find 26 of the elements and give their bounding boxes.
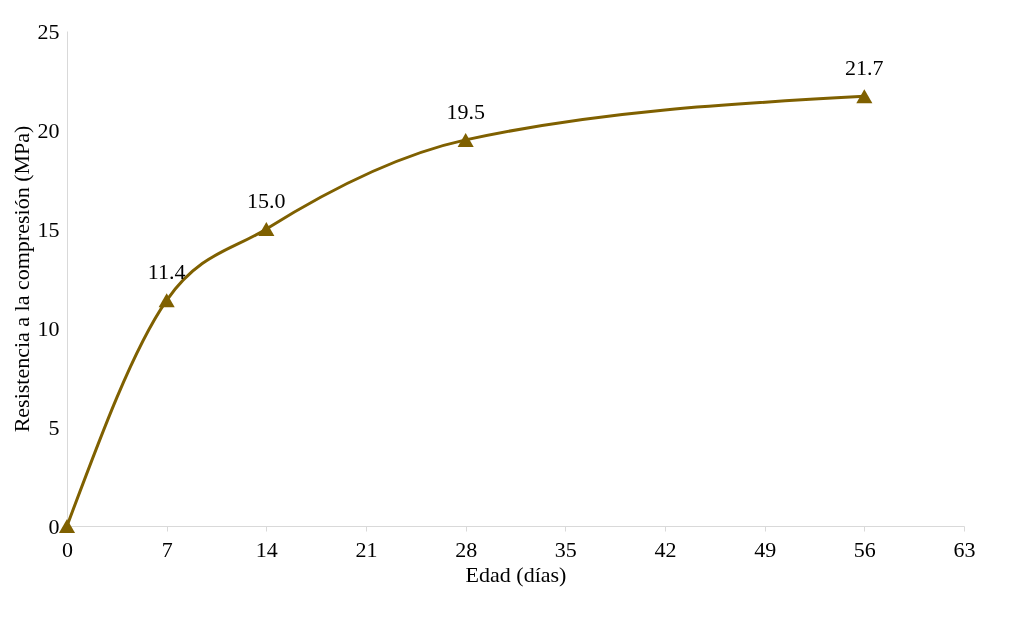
x-axis-title: Edad (días) (465, 561, 567, 587)
x-tick-label: 63 (953, 536, 976, 562)
point (457, 132, 474, 147)
data-label: 15.0 (247, 188, 286, 213)
y-tick-label: 15 (37, 216, 60, 242)
y-tick-label: 25 (37, 18, 60, 44)
y-tick-label: 10 (37, 315, 60, 341)
point (856, 89, 873, 104)
data-label: 19.5 (446, 98, 485, 124)
point (158, 293, 175, 308)
y-tick-label: 0 (48, 513, 60, 539)
x-tick-label: 21 (355, 536, 378, 562)
x-tick-label: 28 (455, 536, 478, 562)
x-tick-label: 35 (554, 536, 577, 562)
y-tick-label: 20 (37, 117, 60, 143)
data-label: 11.4 (147, 259, 186, 285)
x-tick-label: 56 (853, 536, 876, 562)
x-tick-label: 42 (654, 536, 677, 562)
point (258, 222, 275, 236)
point (58, 519, 76, 533)
x-tick-label: 7 (161, 536, 173, 562)
y-tick-label: 5 (48, 414, 60, 440)
y-axis-title: Resistencia a la compresión (MPa) (8, 125, 34, 433)
x-tick-label: 14 (255, 536, 278, 562)
data-label: 21.7 (845, 55, 884, 81)
x-tick-label: 49 (754, 536, 777, 562)
